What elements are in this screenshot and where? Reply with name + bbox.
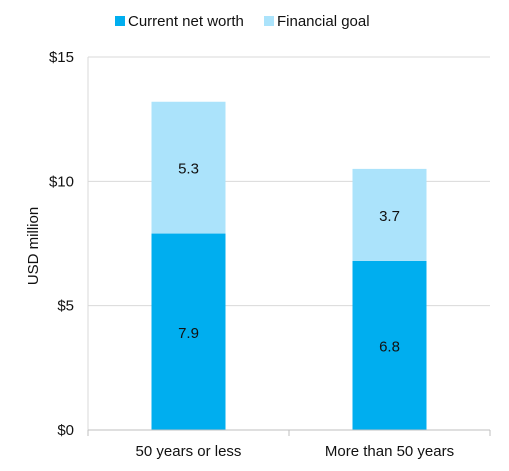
legend-label: Financial goal (277, 13, 370, 30)
legend-swatch (264, 16, 274, 26)
bar-data-label: 7.9 (178, 325, 199, 342)
gridlines (87, 56, 490, 430)
bar-data-label: 6.8 (379, 338, 400, 355)
y-tick-label: $5 (57, 298, 74, 315)
x-axis: 50 years or less More than 50 years (87, 429, 491, 460)
bar-data-label: 3.7 (379, 208, 400, 225)
x-category-label: More than 50 years (325, 443, 454, 460)
bar-segment (352, 260, 427, 430)
legend-swatch (115, 16, 125, 26)
y-tick-label: $10 (49, 173, 74, 190)
y-tick-label: $0 (57, 422, 74, 439)
bars: 7.9 5.3 6.8 3.7 (151, 101, 427, 430)
legend: Current net worth Financial goal (115, 13, 370, 30)
bar-segment (151, 101, 226, 234)
bar-segment (151, 233, 226, 430)
bar-data-label: 5.3 (178, 161, 199, 178)
y-axis-title: USD million (25, 207, 42, 285)
bar-segment (352, 168, 427, 261)
legend-label: Current net worth (128, 13, 244, 30)
y-axis-ticks: $0 $5 $10 $15 (49, 49, 74, 439)
x-category-label: 50 years or less (136, 443, 242, 460)
y-tick-label: $15 (49, 49, 74, 66)
